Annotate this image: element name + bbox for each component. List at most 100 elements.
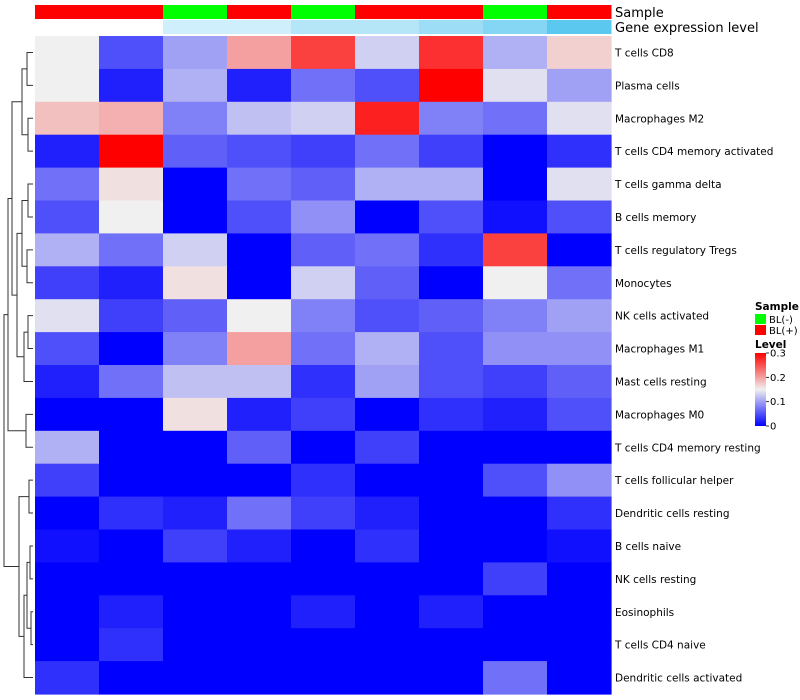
heatmap-cell <box>99 496 164 531</box>
heatmap-cell <box>163 562 228 596</box>
row-label: Monocytes <box>615 278 672 290</box>
heatmap-cell <box>355 463 420 498</box>
heatmap-cell <box>163 266 228 300</box>
legend-tick-label: 0.3 <box>770 349 786 360</box>
row-label: Dendritic cells activated <box>615 673 742 685</box>
legend-ticks: 0.3 0.2 0.1 0 <box>766 349 786 433</box>
heatmap-cell <box>419 463 484 498</box>
heatmap-cell <box>355 233 420 267</box>
heatmap-cell <box>547 661 612 695</box>
heatmap-cell <box>419 628 484 662</box>
heatmap-cell <box>227 299 292 333</box>
sample-annotation-cell <box>547 5 612 19</box>
heatmap-cell <box>355 661 420 695</box>
heatmap-cell <box>163 200 228 234</box>
heatmap-cell <box>419 332 484 366</box>
heatmap-cell <box>227 529 292 563</box>
expression-annotation-cell <box>291 20 356 34</box>
expression-annotation-cell <box>99 20 164 34</box>
heatmap-cell <box>291 233 356 267</box>
sample-annotation-cell <box>291 5 356 19</box>
dendrogram-branch <box>23 594 33 679</box>
heatmap-cell <box>419 134 484 169</box>
heatmap-cell <box>419 36 484 70</box>
heatmap-cell <box>227 628 292 662</box>
heatmap-cell <box>227 496 292 531</box>
heatmap-cell <box>227 463 292 498</box>
heatmap-cell <box>291 661 356 695</box>
row-label: Eosinophils <box>615 607 674 619</box>
row-label: T cells CD8 <box>614 47 674 59</box>
heatmap-cell <box>35 496 100 531</box>
heatmap-cell <box>355 167 420 202</box>
heatmap-cell <box>547 101 612 136</box>
heatmap-cell <box>291 101 356 136</box>
sample-annotation-cell <box>163 5 228 19</box>
heatmap-cell <box>35 332 100 366</box>
heatmap-cell <box>547 266 612 300</box>
legend-tick-label: 0.2 <box>770 373 786 384</box>
expression-annotation-cell <box>355 20 420 34</box>
heatmap-cell <box>99 463 164 498</box>
heatmap-cell <box>419 299 484 333</box>
heatmap-cell <box>547 167 612 202</box>
heatmap-cell <box>35 595 100 629</box>
heatmap-cell <box>547 430 612 465</box>
heatmap-cell <box>483 101 548 136</box>
heatmap-cell <box>483 266 548 300</box>
heatmap-cell <box>547 233 612 267</box>
heatmap-cell <box>419 397 484 432</box>
heatmap-cell <box>99 595 164 629</box>
heatmap-cell <box>355 496 420 531</box>
row-label: T cells follicular helper <box>614 475 734 487</box>
heatmap-cell <box>547 134 612 169</box>
heatmap-cell <box>227 562 292 596</box>
heatmap-cell <box>291 430 356 465</box>
expression-annotation-cell <box>163 20 228 34</box>
legend-swatch-bl-neg <box>755 314 766 324</box>
heatmap-cell <box>355 628 420 662</box>
heatmap-cell <box>163 101 228 136</box>
heatmap-cell <box>483 36 548 70</box>
heatmap-cell <box>163 332 228 366</box>
dendrogram-branch <box>27 183 33 218</box>
heatmap-cell <box>483 496 548 531</box>
heatmap-cell <box>99 167 164 202</box>
heatmap-cell <box>483 332 548 366</box>
heatmap-cell <box>483 595 548 629</box>
heatmap-cell <box>547 463 612 498</box>
dendrogram-branch <box>27 315 33 350</box>
heatmap-cell <box>419 167 484 202</box>
heatmap-cell <box>35 661 100 695</box>
expression-annotation-cell <box>419 20 484 34</box>
sample-annotation-cell <box>227 5 292 19</box>
heatmap-cell <box>99 430 164 465</box>
heatmap-cell <box>483 167 548 202</box>
expression-annotation-cell <box>483 20 548 34</box>
heatmap-cell <box>419 101 484 136</box>
heatmap-cell <box>547 332 612 366</box>
dendrogram-branch <box>26 249 33 284</box>
expression-annotation-cell <box>547 20 612 34</box>
row-label: T cells gamma delta <box>614 179 722 191</box>
heatmap-cell <box>483 529 548 563</box>
heatmap-cell <box>483 200 548 234</box>
heatmap-cell <box>35 167 100 202</box>
row-label: B cells naive <box>615 541 681 553</box>
heatmap-cell <box>355 299 420 333</box>
heatmap-cell <box>419 266 484 300</box>
heatmap-cell <box>35 233 100 267</box>
heatmap-cell <box>35 463 100 498</box>
heatmap-cell <box>483 628 548 662</box>
row-label: T cells regulatory Tregs <box>614 245 737 257</box>
heatmap-cell <box>227 661 292 695</box>
heatmap-cell <box>163 36 228 70</box>
heatmap-cell <box>35 101 100 136</box>
row-label: Macrophages M2 <box>615 113 704 125</box>
annotation-bars <box>35 5 612 34</box>
row-label: Dendritic cells resting <box>615 508 730 520</box>
row-label: Macrophages M1 <box>615 344 704 356</box>
sample-annotation-cell <box>483 5 548 19</box>
heatmap-cell <box>483 365 548 399</box>
heatmap-cell <box>483 68 548 103</box>
